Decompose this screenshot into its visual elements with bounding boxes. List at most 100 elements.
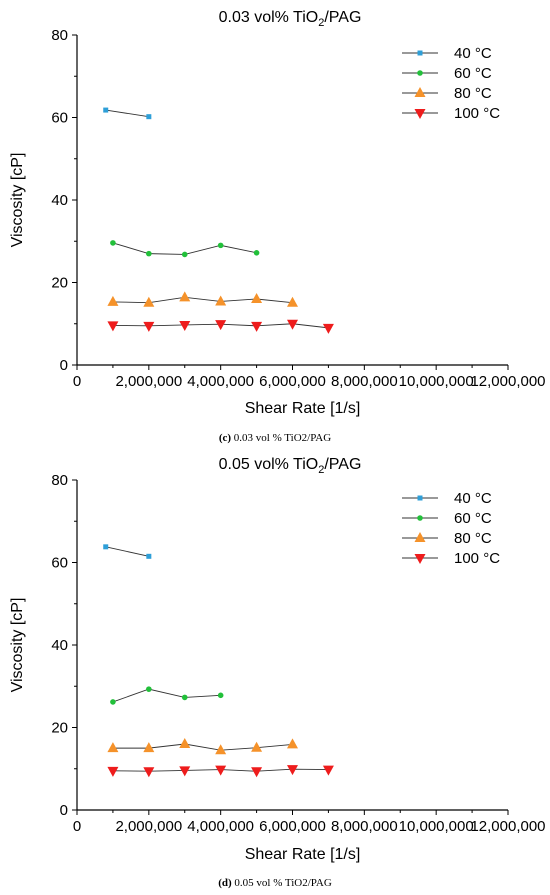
x-tick-label: 6,000,000 [259, 373, 326, 390]
y-axis-title: Viscosity [cP] [9, 598, 26, 693]
series-80C [107, 738, 298, 755]
series-60C [110, 686, 224, 705]
x-tick-label: 2,000,000 [115, 373, 182, 390]
series-line [105, 109, 149, 118]
legend-entry: 100 °C [402, 550, 500, 567]
data-point [143, 742, 155, 753]
data-point [107, 321, 119, 332]
y-tick-label: 80 [51, 472, 68, 489]
x-axis-title: Shear Rate [1/s] [245, 846, 361, 863]
x-tick-label: 12,000,000 [470, 373, 545, 390]
legend-marker [417, 495, 423, 501]
data-point [215, 744, 227, 755]
x-tick-label: 2,000,000 [115, 818, 182, 835]
data-point [287, 319, 298, 330]
data-point [146, 553, 152, 559]
x-tick-label: 6,000,000 [259, 818, 326, 835]
x-tick-label: 8,000,000 [331, 818, 398, 835]
x-tick-label: 4,000,000 [187, 373, 254, 390]
legend-marker [417, 70, 423, 76]
data-point [179, 738, 191, 748]
data-point [110, 240, 116, 246]
x-tick-label: 4,000,000 [187, 818, 254, 835]
data-point [215, 320, 227, 331]
legend-entry: 80 °C [402, 530, 492, 547]
data-point [146, 250, 152, 257]
x-axis-title: Shear Rate [1/s] [245, 400, 361, 417]
y-tick-label: 0 [60, 802, 68, 819]
data-point [217, 242, 224, 249]
y-tick-label: 80 [51, 27, 68, 44]
y-axis-title: Viscosity [cP] [9, 153, 26, 248]
x-tick-label: 0 [73, 373, 81, 390]
data-point [146, 114, 152, 120]
data-point [181, 251, 188, 258]
x-tick-label: 0 [73, 818, 81, 835]
x-tick-label: 10,000,000 [399, 818, 474, 835]
x-tick-label: 12,000,000 [470, 818, 545, 835]
legend-label: 80 °C [454, 530, 492, 547]
legend-entry: 100 °C [402, 105, 500, 122]
legend-marker [414, 554, 426, 564]
data-point [143, 296, 155, 307]
legend-label: 60 °C [454, 510, 492, 527]
series-100C [107, 765, 334, 778]
series-line [112, 688, 221, 703]
legend-marker [414, 532, 426, 542]
data-point [251, 321, 263, 332]
chart-panel-c: 0.03 vol% TiO2/PAG 0 20 40 60 80 0 2,000,000 4,0… [9, 9, 546, 444]
legend-entry: 60 °C [402, 65, 492, 82]
series-line [105, 546, 149, 557]
legend-entry: 80 °C [402, 85, 492, 102]
series-line [112, 296, 293, 304]
y-tick-label: 40 [51, 192, 68, 209]
y-tick-label: 20 [51, 720, 68, 737]
chart-title: 0.05 vol% TiO2/PAG [219, 456, 362, 476]
legend-label: 100 °C [454, 105, 500, 122]
data-point [251, 293, 263, 303]
data-point [287, 296, 298, 307]
data-point [110, 699, 116, 705]
data-point [143, 321, 155, 332]
y-tick-label: 20 [51, 275, 68, 292]
legend-marker [414, 87, 426, 97]
legend-marker [417, 50, 423, 56]
figure-caption: (c) 0.03 vol % TiO2/PAG [219, 432, 331, 444]
figure-caption: (d) 0.05 vol % TiO2/PAG [218, 877, 332, 889]
series-80C [107, 291, 298, 307]
chart-panel-d: 0.05 vol% TiO2/PAG 0 20 40 60 80 0 2,000,000 4,0… [9, 456, 546, 889]
y-tick-label: 60 [51, 555, 68, 572]
y-tick-label: 40 [51, 637, 68, 654]
data-point [103, 107, 109, 113]
data-point [179, 320, 191, 331]
data-point [215, 765, 227, 776]
legend-label: 100 °C [454, 550, 500, 567]
data-point [179, 766, 191, 777]
legend-marker [414, 109, 426, 119]
x-tick-label: 8,000,000 [331, 373, 398, 390]
data-point [287, 738, 298, 749]
y-tick-label: 0 [60, 357, 68, 374]
legend-entry: 60 °C [402, 510, 492, 527]
series-60C [110, 240, 260, 258]
legend-label: 40 °C [454, 45, 492, 62]
data-point [103, 544, 109, 550]
data-point [107, 766, 119, 777]
series-40C [103, 544, 152, 559]
legend-entry: 40 °C [402, 45, 492, 62]
data-point [215, 295, 227, 306]
legend-label: 40 °C [454, 490, 492, 507]
data-point [251, 767, 263, 778]
series-line [112, 743, 293, 751]
data-point [322, 323, 334, 334]
legend-label: 80 °C [454, 85, 492, 102]
data-point [322, 765, 334, 776]
data-point [146, 686, 152, 692]
legend-entry: 40 °C [402, 490, 492, 507]
data-point [179, 291, 191, 302]
legend-marker [417, 515, 423, 521]
legend-label: 60 °C [454, 65, 492, 82]
data-point [287, 765, 298, 776]
data-point [253, 250, 260, 256]
